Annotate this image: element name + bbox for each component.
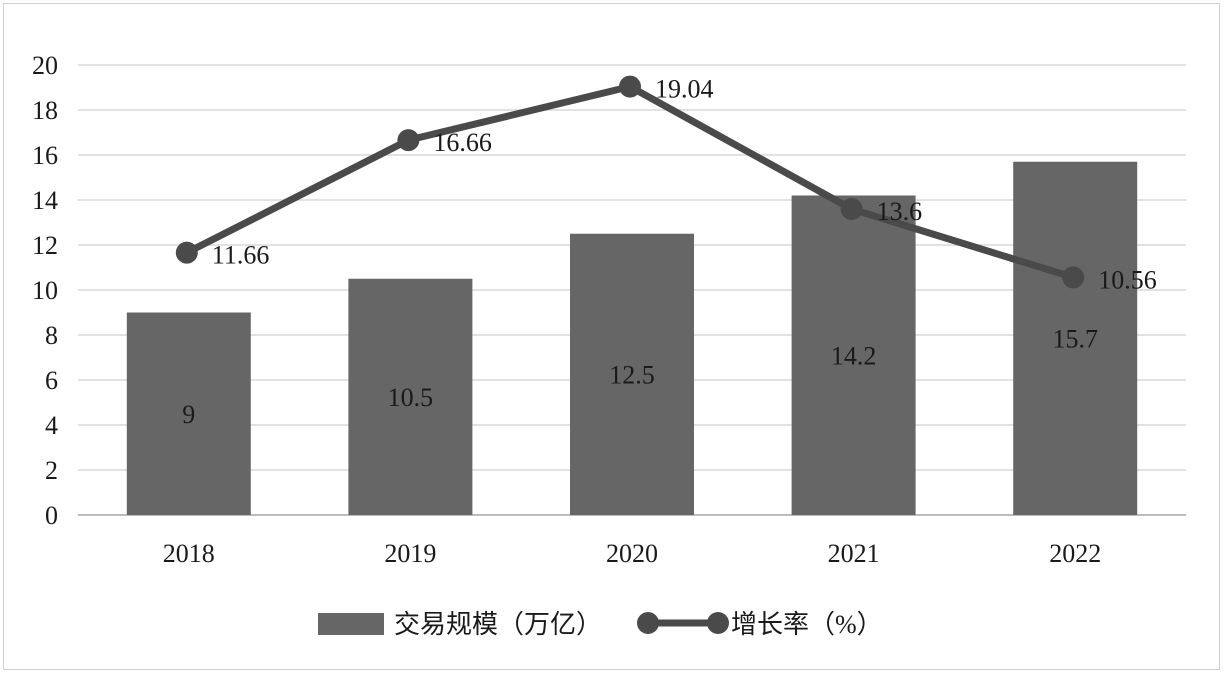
bar-series: 9 10.5 12.5 14.2 15.7 — [126, 161, 1138, 515]
y-tick-label: 10 — [32, 276, 58, 305]
growth-rate-point — [619, 75, 641, 98]
growth-rate-point — [1062, 266, 1085, 289]
growth-rate-label: 13.6 — [877, 197, 923, 226]
legend-line-marker — [637, 612, 659, 634]
x-tick-label: 2022 — [1049, 539, 1101, 568]
growth-rate-label: 16.66 — [433, 128, 492, 157]
bar-2019 — [348, 278, 473, 515]
x-tick-label: 2018 — [163, 539, 215, 568]
y-tick-label: 2 — [45, 456, 58, 485]
x-tick-label: 2021 — [828, 539, 880, 568]
growth-rate-label: 11.66 — [212, 241, 270, 270]
legend-bar-swatch — [318, 613, 384, 635]
legend: 交易规模（万亿） 增长率（%） — [318, 610, 883, 639]
growth-rate-point — [397, 129, 420, 152]
y-tick-label: 4 — [45, 411, 58, 440]
bar-value-label: 14.2 — [831, 341, 877, 370]
grid-lines — [78, 64, 1186, 516]
legend-bar-label: 交易规模（万亿） — [394, 610, 602, 639]
bar-value-label: 12.5 — [609, 360, 655, 389]
y-tick-label: 14 — [32, 186, 58, 215]
legend-line-label: 增长率（%） — [731, 610, 883, 639]
bar-2018 — [126, 312, 251, 515]
y-tick-label: 12 — [32, 231, 58, 260]
line-series: 11.66 16.66 19.04 13.6 10.56 — [175, 75, 1157, 294]
y-tick-label: 0 — [45, 501, 58, 530]
y-tick-label: 16 — [32, 141, 58, 170]
y-tick-label: 20 — [32, 51, 58, 80]
legend-line-marker — [707, 612, 729, 634]
bar-value-label: 10.5 — [388, 383, 434, 412]
growth-rate-label: 19.04 — [655, 75, 714, 104]
bar-value-label: 9 — [182, 400, 195, 429]
bar-value-label: 15.7 — [1052, 324, 1098, 353]
y-tick-label: 6 — [45, 366, 58, 395]
growth-rate-point — [840, 198, 863, 220]
growth-rate-point — [175, 241, 198, 264]
bar-2022 — [1013, 161, 1138, 515]
x-tick-label: 2020 — [606, 539, 658, 568]
y-tick-label: 8 — [45, 321, 58, 350]
bar-2020 — [570, 233, 694, 515]
y-tick-label: 18 — [32, 96, 58, 125]
x-axis-ticks: 2018 2019 2020 2021 2022 — [163, 539, 1101, 568]
growth-rate-label: 10.56 — [1098, 265, 1157, 294]
y-axis-ticks: 0 2 4 6 8 10 12 14 16 18 20 — [32, 51, 58, 530]
x-tick-label: 2019 — [384, 539, 436, 568]
bar-2021 — [791, 195, 916, 515]
